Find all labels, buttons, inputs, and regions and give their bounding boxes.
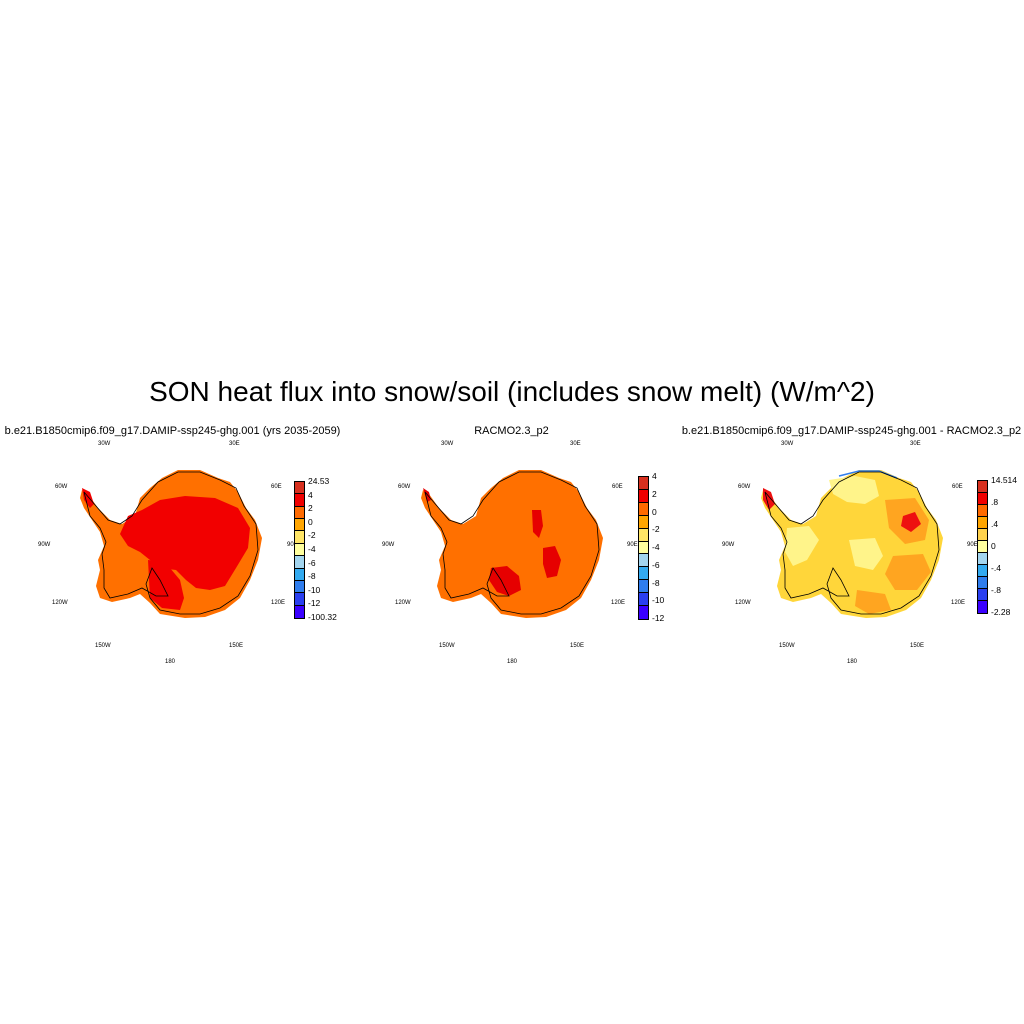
lon-label-60w: 60W [398, 484, 411, 490]
colorbar-label: .4 [991, 519, 999, 529]
colorbar-segment [638, 605, 649, 620]
antarctica-field-base-2 [421, 470, 603, 618]
lon-label-150w: 150W [439, 643, 455, 649]
colorbar-label: 4 [652, 471, 657, 481]
lon-label-120e: 120E [951, 600, 966, 606]
coastline-2 [424, 471, 600, 615]
colorbar-label: -100.32 [308, 612, 337, 622]
coastline-3 [764, 471, 940, 615]
antarctica-field-hot-2a [532, 510, 543, 538]
lon-label-90w: 90W [382, 542, 395, 548]
lon-label-150e: 150E [229, 643, 244, 649]
lon-label-90w: 90W [38, 542, 51, 548]
lon-label-60w: 60W [55, 484, 68, 490]
lon-label-120e: 120E [271, 600, 286, 606]
colorbar-label: 2 [308, 503, 313, 514]
colorbar-label: -12 [652, 613, 665, 623]
colorbar-label: 24.53 [308, 476, 330, 486]
map-panel-1: b.e21.B1850cmip6.f09_g17.DAMIP-ssp245-gh… [0, 420, 345, 680]
colorbar-label: -.4 [991, 563, 1001, 573]
colorbar-label: -6 [308, 557, 316, 568]
colorbar-label: -4 [652, 542, 660, 552]
lon-label-30e: 30E [910, 441, 921, 447]
lon-label-120w: 120W [395, 600, 411, 606]
lon-label-90e: 90E [287, 542, 298, 548]
colorbar-label: 0 [652, 506, 657, 517]
colorbar-label: -10 [308, 584, 321, 595]
antarctica-field-light-3b [785, 526, 819, 566]
panel-title-2: RACMO2.3_p2 [474, 425, 549, 437]
figure-title: SON heat flux into snow/soil (includes s… [149, 376, 875, 407]
antarctica-field-warm-3c [855, 590, 891, 614]
antarctica-field-light-3a [829, 476, 879, 504]
colorbar-segment [977, 600, 988, 614]
colorbar-label: -.8 [991, 585, 1001, 595]
antarctica-field-hot-1b [148, 560, 184, 610]
colorbar-label: -2 [652, 524, 660, 535]
panel-title-1: b.e21.B1850cmip6.f09_g17.DAMIP-ssp245-gh… [4, 425, 341, 437]
lon-label-180: 180 [847, 659, 858, 665]
lon-label-60w: 60W [738, 484, 751, 490]
antarctica-map-1 [80, 470, 262, 618]
lon-label-90w: 90W [722, 542, 735, 548]
lon-label-90e: 90E [967, 542, 978, 548]
colorbar-label: 14.514 [991, 475, 1017, 485]
lon-label-180: 180 [165, 659, 176, 665]
colorbar-label: -10 [652, 595, 665, 606]
lon-label-150e: 150E [570, 643, 585, 649]
colorbar-label: -2 [308, 530, 316, 541]
lon-label-120w: 120W [52, 600, 68, 606]
antarctica-map-3 [761, 470, 943, 618]
lon-label-30w: 30W [781, 441, 794, 447]
colorbar-label: -12 [308, 598, 321, 609]
lon-label-60e: 60E [271, 484, 282, 490]
panel-title-3: b.e21.B1850cmip6.f09_g17.DAMIP-ssp245-gh… [681, 425, 1022, 437]
antarctica-field-hot-2b [543, 546, 561, 578]
colorbar-label: -8 [308, 571, 316, 582]
map-panel-2: RACMO2.3_p2 30W 30E 60W 60E 90W 90E 120W… [339, 420, 684, 680]
coastline-1 [83, 471, 259, 615]
lon-label-120w: 120W [735, 600, 751, 606]
antarctica-field-light-3c [849, 538, 883, 570]
antarctica-peninsula-hot-2 [423, 488, 431, 502]
colorbar-label: 2 [652, 488, 657, 499]
lon-label-150w: 150W [779, 643, 795, 649]
colorbar-label: -2.28 [991, 607, 1011, 617]
lon-label-30e: 30E [229, 441, 240, 447]
lon-label-120e: 120E [611, 600, 626, 606]
colorbar-label: 0 [308, 516, 313, 527]
antarctica-map-2 [421, 470, 603, 618]
lon-label-150e: 150E [910, 643, 925, 649]
lon-label-180: 180 [507, 659, 518, 665]
lon-label-60e: 60E [612, 484, 623, 490]
colorbar-label: 0 [991, 541, 996, 551]
colorbar-label: -6 [652, 559, 660, 570]
antarctica-field-hot-3 [901, 512, 921, 532]
colorbar-label: 4 [308, 489, 313, 500]
colorbar-label: .8 [991, 497, 999, 507]
lon-label-90e: 90E [627, 542, 638, 548]
lon-label-150w: 150W [95, 643, 111, 649]
antarctica-field-warm-3b [885, 554, 931, 590]
lon-label-30w: 30W [441, 441, 454, 447]
antarctica-field-hot-1 [120, 496, 250, 590]
colorbar-label: -8 [652, 577, 660, 588]
lon-label-30w: 30W [98, 441, 111, 447]
colorbar-label: -4 [308, 544, 316, 554]
lon-label-30e: 30E [570, 441, 581, 447]
lon-label-60e: 60E [952, 484, 963, 490]
colorbar-segment [294, 604, 305, 619]
map-panel-3: b.e21.B1850cmip6.f09_g17.DAMIP-ssp245-gh… [679, 420, 1024, 680]
